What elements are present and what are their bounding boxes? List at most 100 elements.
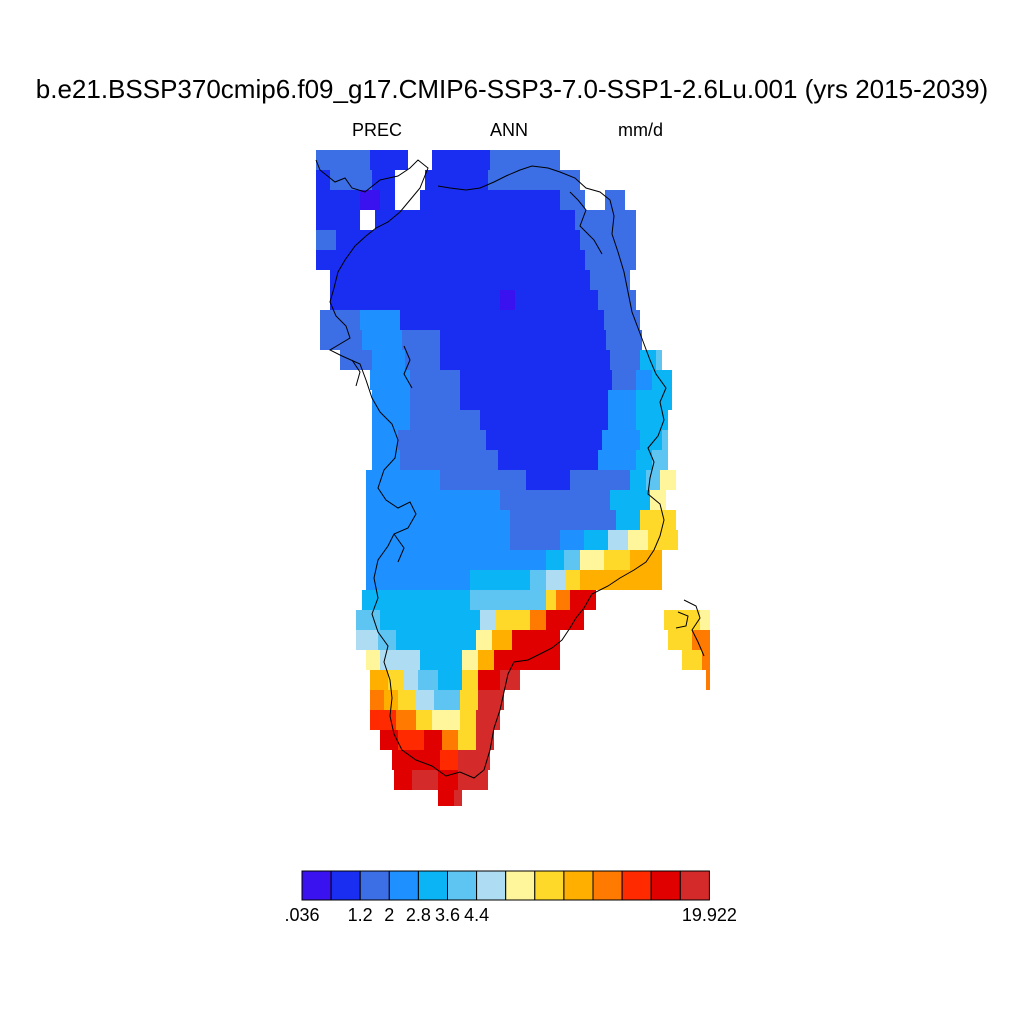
grid-cell [478,690,504,710]
grid-cell [375,210,575,230]
colorbar-swatch [650,870,681,901]
grid-cell [510,510,616,530]
grid-cell [585,250,636,270]
grid-cell [372,170,395,190]
grid-cell [500,670,520,690]
grid-cell [432,150,490,170]
grid-cell [510,530,540,550]
grid-cell [486,430,602,450]
grid-cell [478,650,494,670]
grid-cell [630,470,646,490]
grid-cell [366,550,530,570]
grid-cell [616,510,640,530]
grid-cell [560,190,585,210]
grid-cell [476,730,494,750]
grid-cell [494,650,514,670]
grid-cell [316,210,345,230]
grid-cell [384,690,398,710]
grid-cell [648,530,678,550]
grid-cell [366,650,380,670]
grid-cell [440,630,476,650]
grid-cell [370,690,384,710]
grid-cell [532,630,560,650]
grid-cell [478,670,500,690]
grid-cell [316,190,360,210]
grid-cell [600,570,662,590]
colorbar-tick-label: 2 [384,905,395,925]
colorbar-tick-label: 1.2 [347,905,373,925]
grid-cell [560,530,584,550]
grid-cell [396,710,416,730]
grid-cell [636,450,652,470]
grid-cell [438,790,454,806]
grid-cell [604,550,630,570]
grid-cell [320,330,362,350]
grid-cell [370,370,410,390]
grid-cell [500,490,610,510]
grid-cell [580,230,625,250]
grid-cell [400,450,498,470]
grid-cell [380,650,420,670]
grid-cell [316,250,330,270]
grid-cell [476,710,500,730]
grid-cell [540,150,560,170]
grid-cell [615,210,636,230]
grid-cell [668,630,692,650]
grid-cell [366,510,510,530]
grid-cell [604,310,640,330]
grid-cell [316,230,336,250]
grid-cell [656,350,662,370]
grid-cell [434,690,460,710]
grid-cell [424,730,442,750]
grid-cell [462,670,478,690]
grid-cell [610,490,630,510]
grid-cell [394,770,412,790]
grid-cell [480,610,496,630]
grid-cell [492,630,512,650]
grid-cell [366,490,500,510]
grid-cell [530,610,546,630]
grid-cell [440,330,606,350]
grid-cell [476,630,492,650]
colorbar-tick-label: .036 [284,905,320,925]
colorbar-swatch [388,870,419,901]
colorbar-swatch [505,870,536,901]
grid-cell [442,730,458,750]
grid-cell [370,150,408,170]
grid-cell [462,650,478,670]
precip-grid [316,150,710,806]
colorbar-swatch [301,870,332,901]
grid-cell [356,610,380,630]
grid-cell [636,390,660,410]
colorbar-swatch [679,870,710,901]
grid-cell [556,590,570,610]
grid-cell [598,450,636,470]
colorbar-swatch [534,870,565,901]
grid-cell [546,550,564,570]
grid-cell [500,590,546,610]
grid-cell [458,750,474,770]
grid-cell [460,690,478,710]
grid-cell [380,190,395,210]
grid-cell [498,450,598,470]
grid-cell [380,610,420,630]
grid-cell [412,770,438,790]
grid-cell [628,530,648,550]
grid-cell [372,450,400,470]
grid-cell [510,610,530,630]
grid-cell [610,350,640,370]
grid-cell [700,610,710,630]
grid-cell [360,190,380,210]
coastline [315,159,705,779]
grid-cell [570,470,630,490]
grid-cell [330,170,372,190]
grid-cell [458,770,476,790]
grid-cell [702,650,710,670]
colorbar-swatch [330,870,361,901]
grid-cell [432,710,460,730]
grid-cell [608,410,636,430]
grid-cell [416,690,434,710]
grid-cell [598,290,636,310]
